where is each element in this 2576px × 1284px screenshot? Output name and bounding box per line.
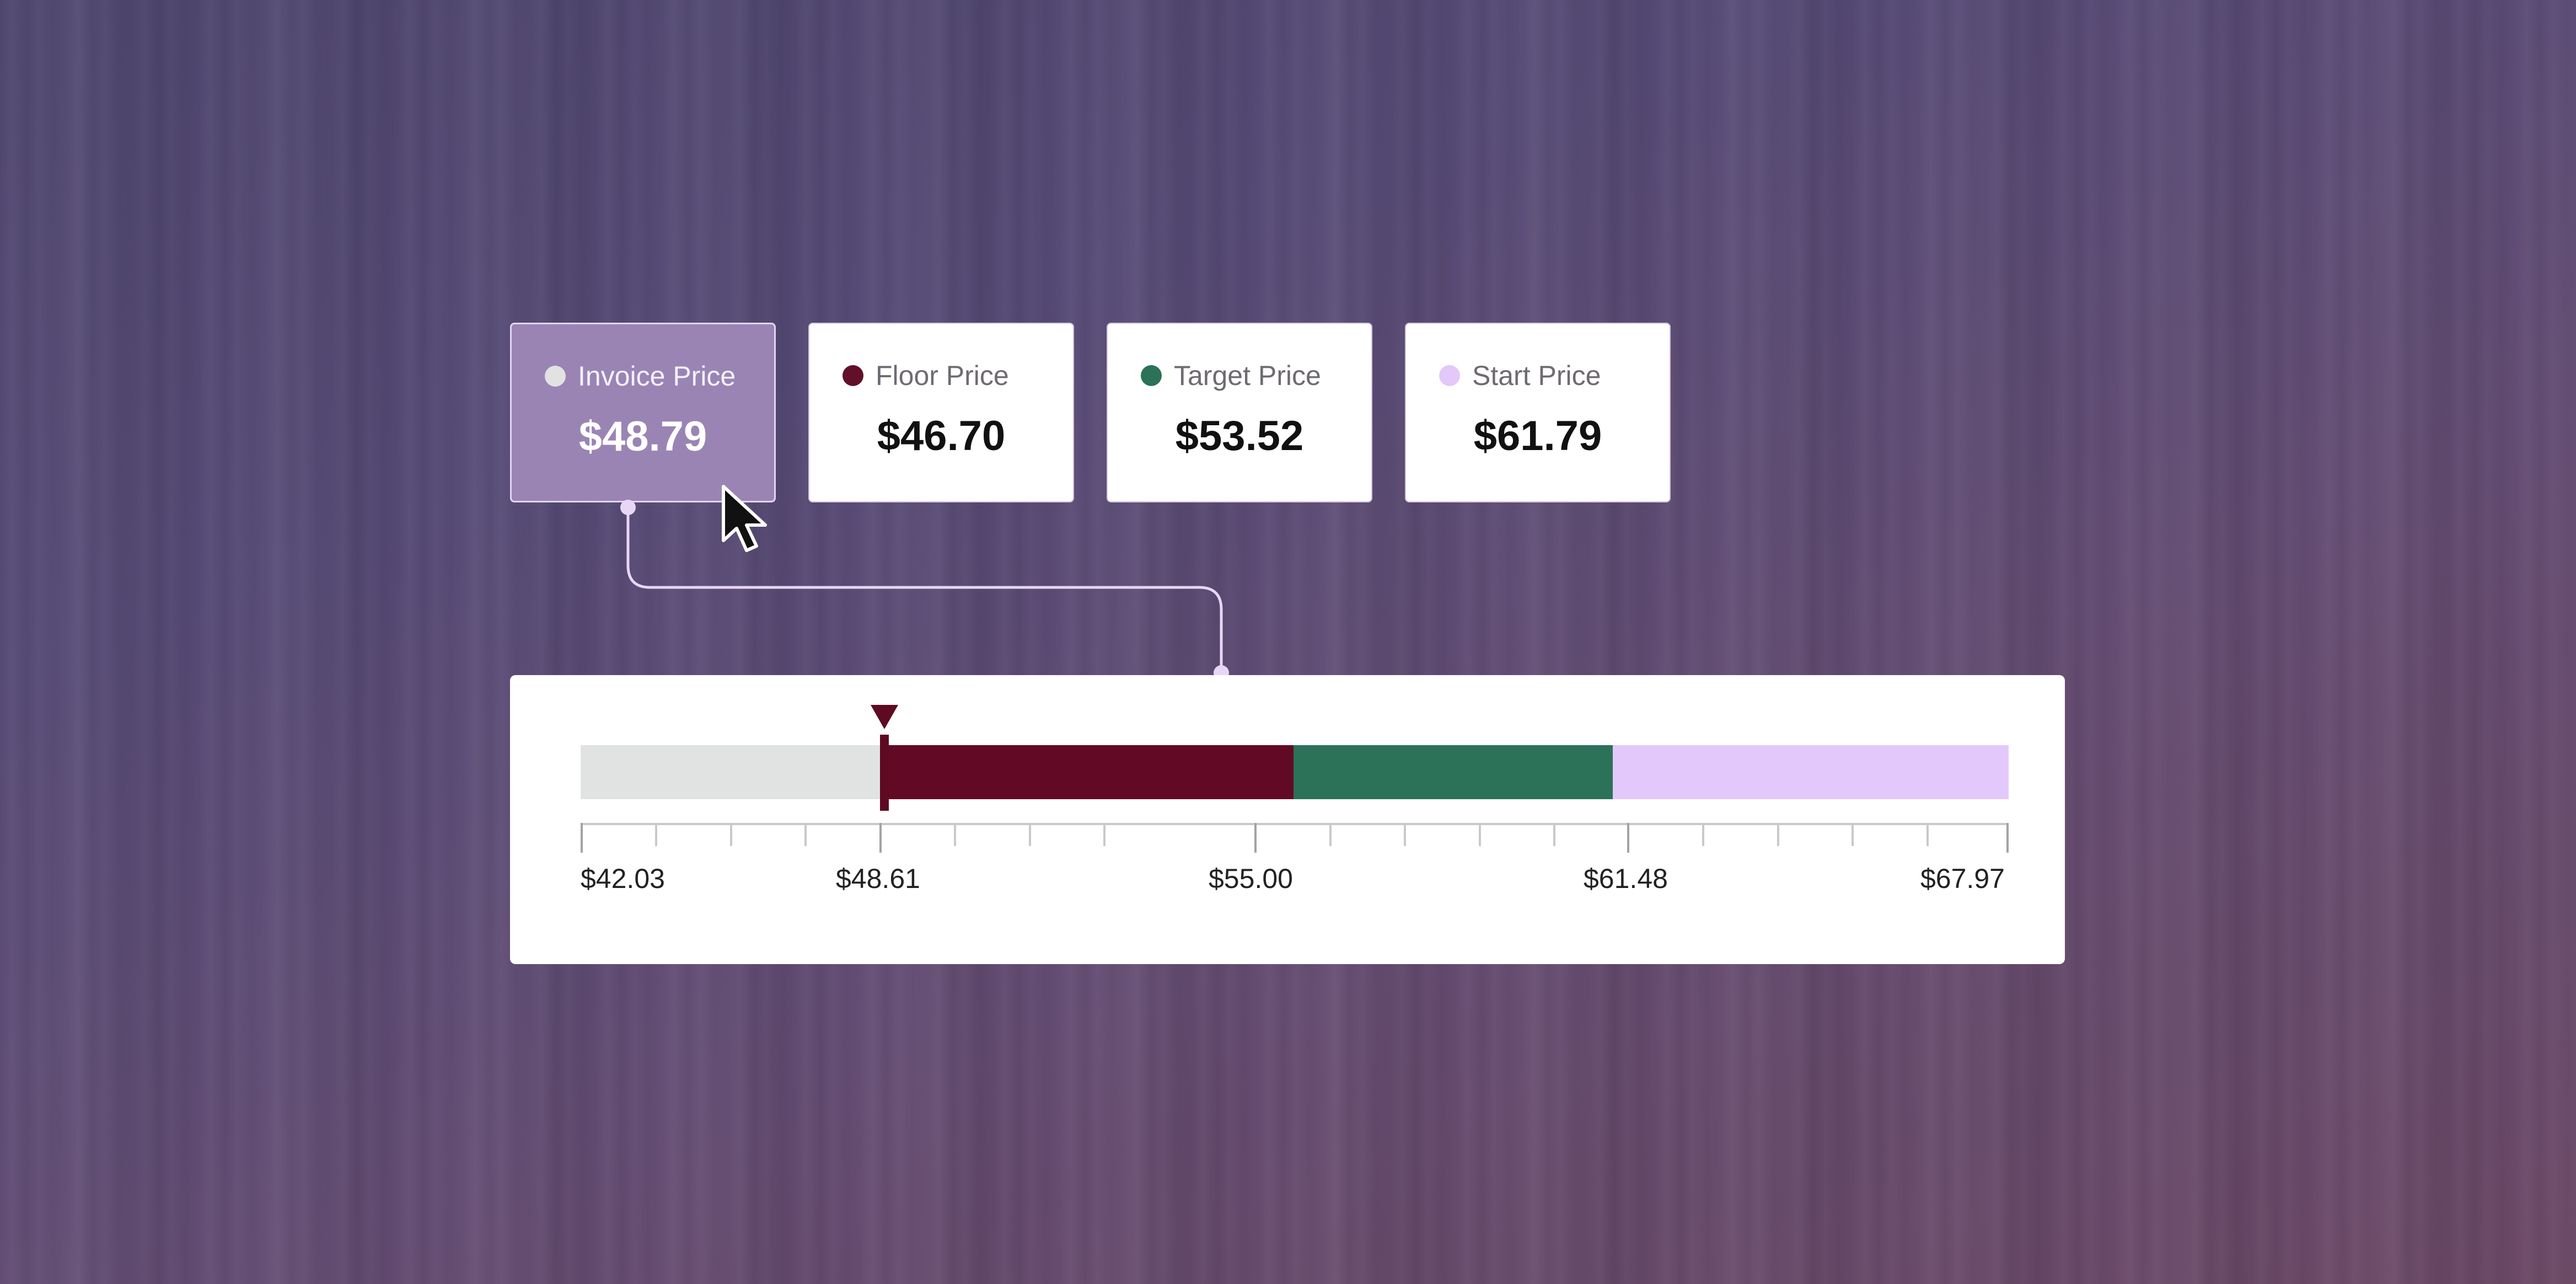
target-price-dot-icon	[1141, 365, 1162, 386]
axis-line	[581, 823, 2009, 825]
start-price-label-row: Start Price	[1439, 358, 1601, 393]
axis-tick	[1404, 823, 1406, 846]
axis-tick	[655, 823, 657, 846]
axis-tick	[1103, 823, 1105, 846]
tick-label-mid: $55.00	[1209, 863, 1293, 894]
axis-tick	[1926, 823, 1929, 846]
target-price-label-row: Target Price	[1141, 358, 1321, 393]
axis-tick	[1254, 823, 1257, 853]
axis-tick	[804, 823, 807, 846]
floor-price-value: $46.70	[877, 413, 1006, 459]
start-price-card[interactable]: Start Price $61.79	[1405, 323, 1671, 502]
range-segment-floor-to-target	[882, 745, 1294, 799]
range-segment-above-start	[1613, 745, 2009, 799]
tick-label-start: $61.48	[1584, 863, 1668, 894]
invoice-price-dot-icon	[545, 366, 566, 387]
invoice-price-label-row: Invoice Price	[545, 359, 736, 394]
range-segment-target-to-start	[1294, 745, 1613, 799]
invoice-price-card[interactable]: Invoice Price $48.79	[510, 323, 776, 502]
target-price-value: $53.52	[1175, 413, 1304, 459]
axis-tick	[730, 823, 732, 846]
axis-tick	[581, 823, 583, 853]
range-segment-below-floor	[581, 745, 882, 799]
axis-tick	[879, 823, 882, 853]
target-price-card[interactable]: Target Price $53.52	[1107, 323, 1372, 502]
start-price-dot-icon	[1439, 365, 1460, 386]
floor-price-dot-icon	[842, 365, 863, 386]
range-axis	[581, 823, 2009, 853]
tick-label-floor: $48.61	[836, 863, 920, 894]
start-price-value: $61.79	[1473, 413, 1602, 459]
price-range-panel: $42.03 $48.61 $55.00 $61.48 $67.97	[510, 675, 2065, 964]
target-price-label: Target Price	[1174, 360, 1321, 391]
tick-label-max: $67.97	[1920, 863, 2005, 894]
axis-tick	[1852, 823, 1854, 846]
axis-tick	[1553, 823, 1555, 846]
axis-tick	[1479, 823, 1481, 846]
tick-label-min: $42.03	[581, 863, 665, 894]
start-price-label: Start Price	[1472, 360, 1601, 391]
axis-tick	[2006, 823, 2009, 853]
axis-tick	[1777, 823, 1779, 846]
mouse-pointer-icon	[722, 485, 767, 552]
axis-tick	[1329, 823, 1332, 846]
invoice-price-marker[interactable]	[880, 735, 889, 811]
floor-price-label-row: Floor Price	[842, 358, 1009, 393]
axis-tick	[1702, 823, 1704, 846]
floor-price-card[interactable]: Floor Price $46.70	[808, 323, 1074, 502]
triangle-down-icon[interactable]	[871, 705, 898, 729]
axis-tick	[1627, 823, 1629, 853]
axis-tick	[1029, 823, 1031, 846]
floor-price-label: Floor Price	[876, 360, 1009, 391]
axis-tick	[954, 823, 956, 846]
invoice-price-value: $48.79	[578, 413, 707, 460]
invoice-price-label: Invoice Price	[578, 361, 736, 392]
